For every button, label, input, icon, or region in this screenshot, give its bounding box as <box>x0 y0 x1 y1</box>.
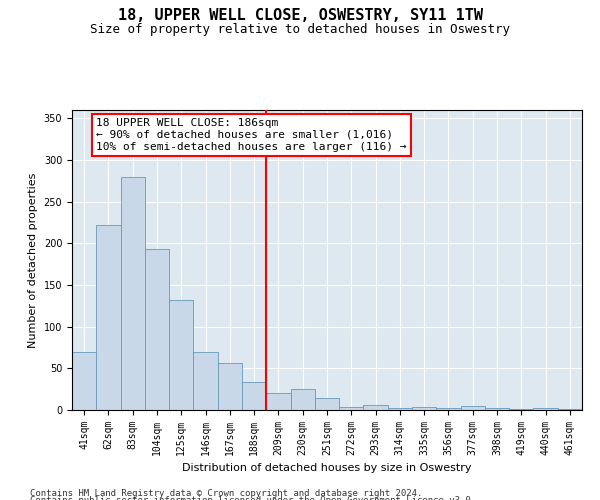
Bar <box>242 382 266 410</box>
Bar <box>364 405 388 410</box>
Bar <box>315 398 339 410</box>
Bar <box>558 409 582 410</box>
Bar <box>412 406 436 410</box>
Bar <box>145 249 169 410</box>
Y-axis label: Number of detached properties: Number of detached properties <box>28 172 38 348</box>
Bar <box>169 300 193 410</box>
Text: 18 UPPER WELL CLOSE: 186sqm
← 90% of detached houses are smaller (1,016)
10% of : 18 UPPER WELL CLOSE: 186sqm ← 90% of det… <box>96 118 407 152</box>
Bar <box>218 362 242 410</box>
Bar <box>266 392 290 410</box>
Bar <box>339 406 364 410</box>
Text: Contains public sector information licensed under the Open Government Licence v3: Contains public sector information licen… <box>30 496 476 500</box>
Bar <box>121 176 145 410</box>
Bar <box>193 352 218 410</box>
Text: Size of property relative to detached houses in Oswestry: Size of property relative to detached ho… <box>90 22 510 36</box>
Text: 18, UPPER WELL CLOSE, OSWESTRY, SY11 1TW: 18, UPPER WELL CLOSE, OSWESTRY, SY11 1TW <box>118 8 482 22</box>
X-axis label: Distribution of detached houses by size in Oswestry: Distribution of detached houses by size … <box>182 464 472 473</box>
Bar <box>290 389 315 410</box>
Bar <box>509 409 533 410</box>
Bar <box>388 408 412 410</box>
Text: Contains HM Land Registry data © Crown copyright and database right 2024.: Contains HM Land Registry data © Crown c… <box>30 488 422 498</box>
Bar <box>485 408 509 410</box>
Bar <box>461 406 485 410</box>
Bar <box>436 408 461 410</box>
Bar <box>96 225 121 410</box>
Bar <box>533 408 558 410</box>
Bar <box>72 352 96 410</box>
